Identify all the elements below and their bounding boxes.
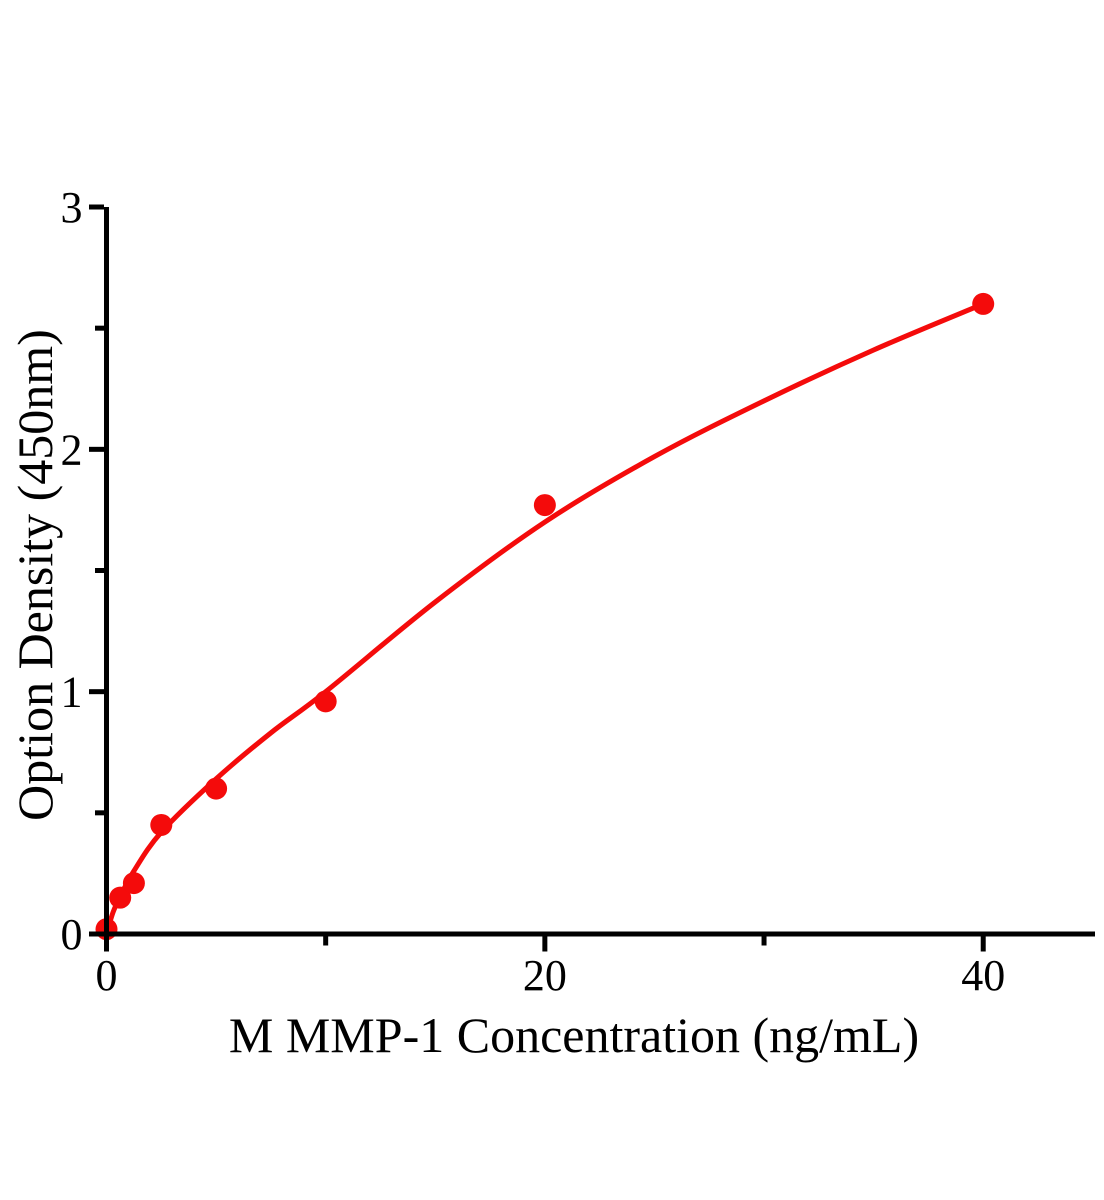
y-tick-label: 2: [61, 425, 83, 474]
y-tick-label: 0: [61, 910, 83, 959]
data-point: [972, 292, 995, 315]
y-tick-label: 1: [61, 668, 83, 717]
x-tick-label: 20: [523, 951, 567, 1000]
axes-layer: [104, 207, 1095, 937]
tick-marks-layer: [89, 204, 986, 952]
data-point: [122, 872, 145, 895]
data-point: [205, 777, 228, 800]
y-axis-title: Option Density (450nm): [7, 329, 63, 821]
x-axis-title: M MMP-1 Concentration (ng/mL): [229, 1007, 919, 1063]
x-tick-label: 0: [96, 951, 118, 1000]
data-point: [150, 813, 173, 836]
fit-curve-layer: [104, 301, 986, 937]
tick-labels-layer: 0 20 40 0 1 2 3: [61, 183, 1006, 1000]
fit-curve-line: [104, 301, 986, 937]
data-point: [533, 494, 556, 517]
data-points-layer: [95, 292, 995, 941]
y-tick-label: 3: [61, 183, 83, 232]
data-point: [109, 886, 132, 909]
x-tick-label: 40: [961, 951, 1005, 1000]
data-point: [314, 690, 337, 713]
